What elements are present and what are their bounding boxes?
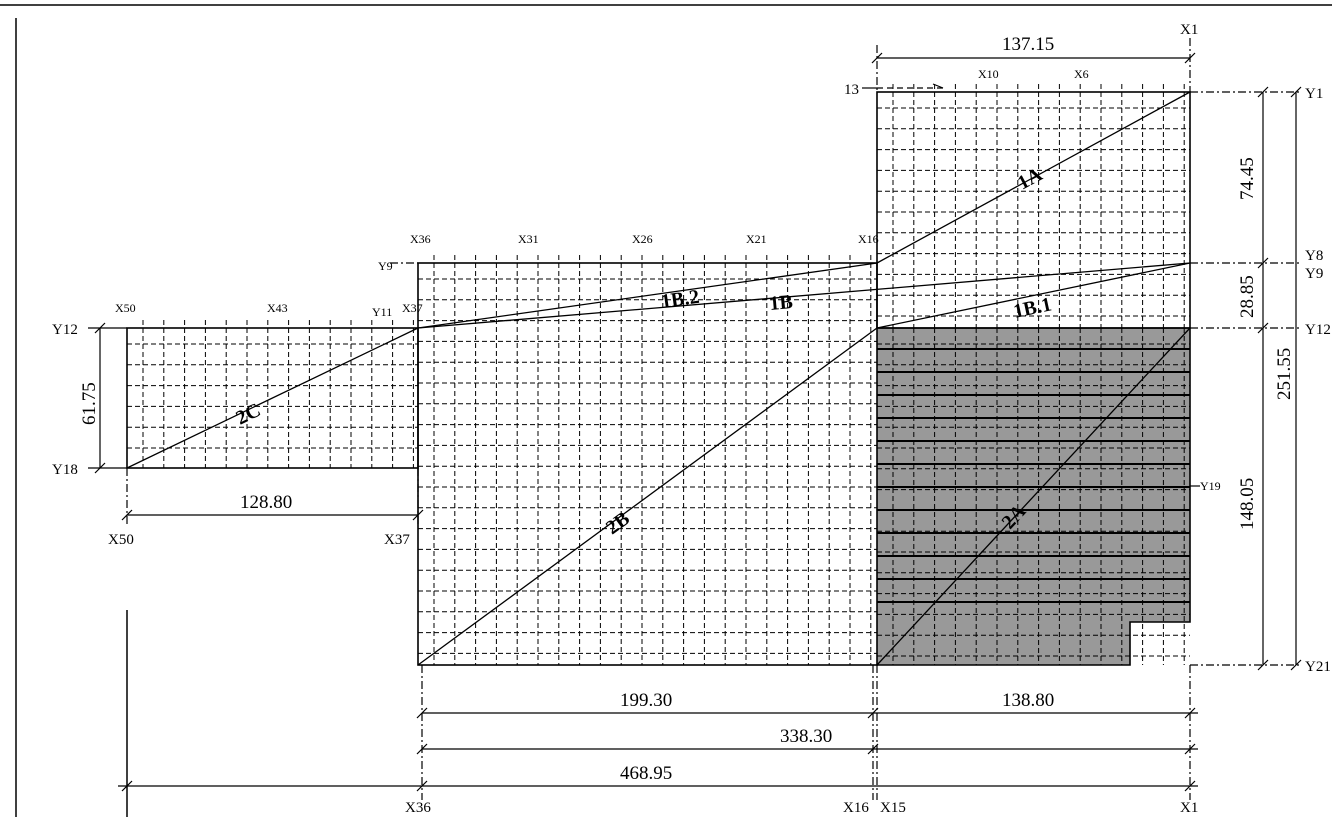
axis-y11: Y11: [372, 305, 392, 319]
axis-13: 13: [844, 82, 859, 98]
shade-solid-lines: [877, 348, 1190, 603]
block-2a-outline: [877, 327, 1191, 666]
axis-x1-top: X1: [1180, 22, 1198, 38]
area-label-1a: 1A: [1014, 163, 1046, 194]
axis-x31: X31: [518, 232, 539, 246]
axis-y18: Y18: [52, 462, 78, 478]
dim-199-30: 199.30: [620, 690, 672, 711]
diag-2c: [126, 327, 419, 469]
dim-61-75: 61.75: [79, 382, 100, 425]
axis-y9-left: Y9: [378, 259, 393, 273]
axis-x50-bottom: X50: [108, 532, 134, 548]
axis-y8: Y8: [1305, 248, 1323, 264]
axis-x37-bottom: X37: [384, 532, 410, 548]
dim-128-80: 128.80: [240, 492, 292, 513]
grid-lines: [127, 84, 1190, 665]
diag-1a: [876, 91, 1191, 264]
axis-y9-right: Y9: [1305, 266, 1323, 282]
axis-y12-right: Y12: [1305, 322, 1331, 338]
area-label-2b: 2B: [602, 508, 634, 540]
dim-138-80: 138.80: [1002, 690, 1054, 711]
axis-x15: X15: [880, 800, 906, 816]
diag-1b: [417, 262, 1191, 329]
shaded-region-lower: [877, 622, 1130, 665]
diag-2a: [876, 327, 1191, 666]
dimension-lines: [88, 38, 1302, 800]
block-2b-outline: [417, 262, 878, 666]
dim-74-45: 74.45: [1237, 157, 1258, 200]
dim-468-95: 468.95: [620, 763, 672, 784]
axis-x43: X43: [267, 301, 288, 315]
dim-251-55: 251.55: [1274, 348, 1295, 400]
axis-x16-top: X16: [858, 232, 879, 246]
area-label-1b1: 1B.1: [1011, 293, 1053, 322]
dim-148-05: 148.05: [1237, 478, 1258, 530]
axis-x1-bottom: X1: [1180, 800, 1198, 816]
axis-x26: X26: [632, 232, 653, 246]
axis-x36-bottom: X36: [405, 800, 431, 816]
diag-2b: [417, 327, 878, 666]
axis-x50-top: X50: [115, 301, 136, 315]
axis-x36-top: X36: [410, 232, 431, 246]
axis-x37-top: X37: [402, 301, 423, 315]
dim-28-85: 28.85: [1237, 275, 1258, 318]
diag-1b2: [417, 262, 878, 329]
axis-y21: Y21: [1305, 659, 1331, 675]
axis-y1: Y1: [1305, 86, 1323, 102]
axis-x21: X21: [746, 232, 767, 246]
area-label-1b: 1B: [769, 291, 794, 315]
axis-y19: Y19: [1200, 479, 1221, 493]
axis-y12-left: Y12: [52, 322, 78, 338]
diagonal-lines: [126, 91, 1191, 666]
axis-x10: X10: [978, 67, 999, 81]
building-outlines: [126, 91, 1191, 666]
dim-137-15: 137.15: [1002, 34, 1054, 55]
diag-1b1: [876, 262, 1191, 329]
axis-x6: X6: [1074, 67, 1089, 81]
dim-338-30: 338.30: [780, 726, 832, 747]
area-label-1b2: 1B.2: [660, 286, 701, 313]
axis-x16-bottom: X16: [843, 800, 869, 816]
